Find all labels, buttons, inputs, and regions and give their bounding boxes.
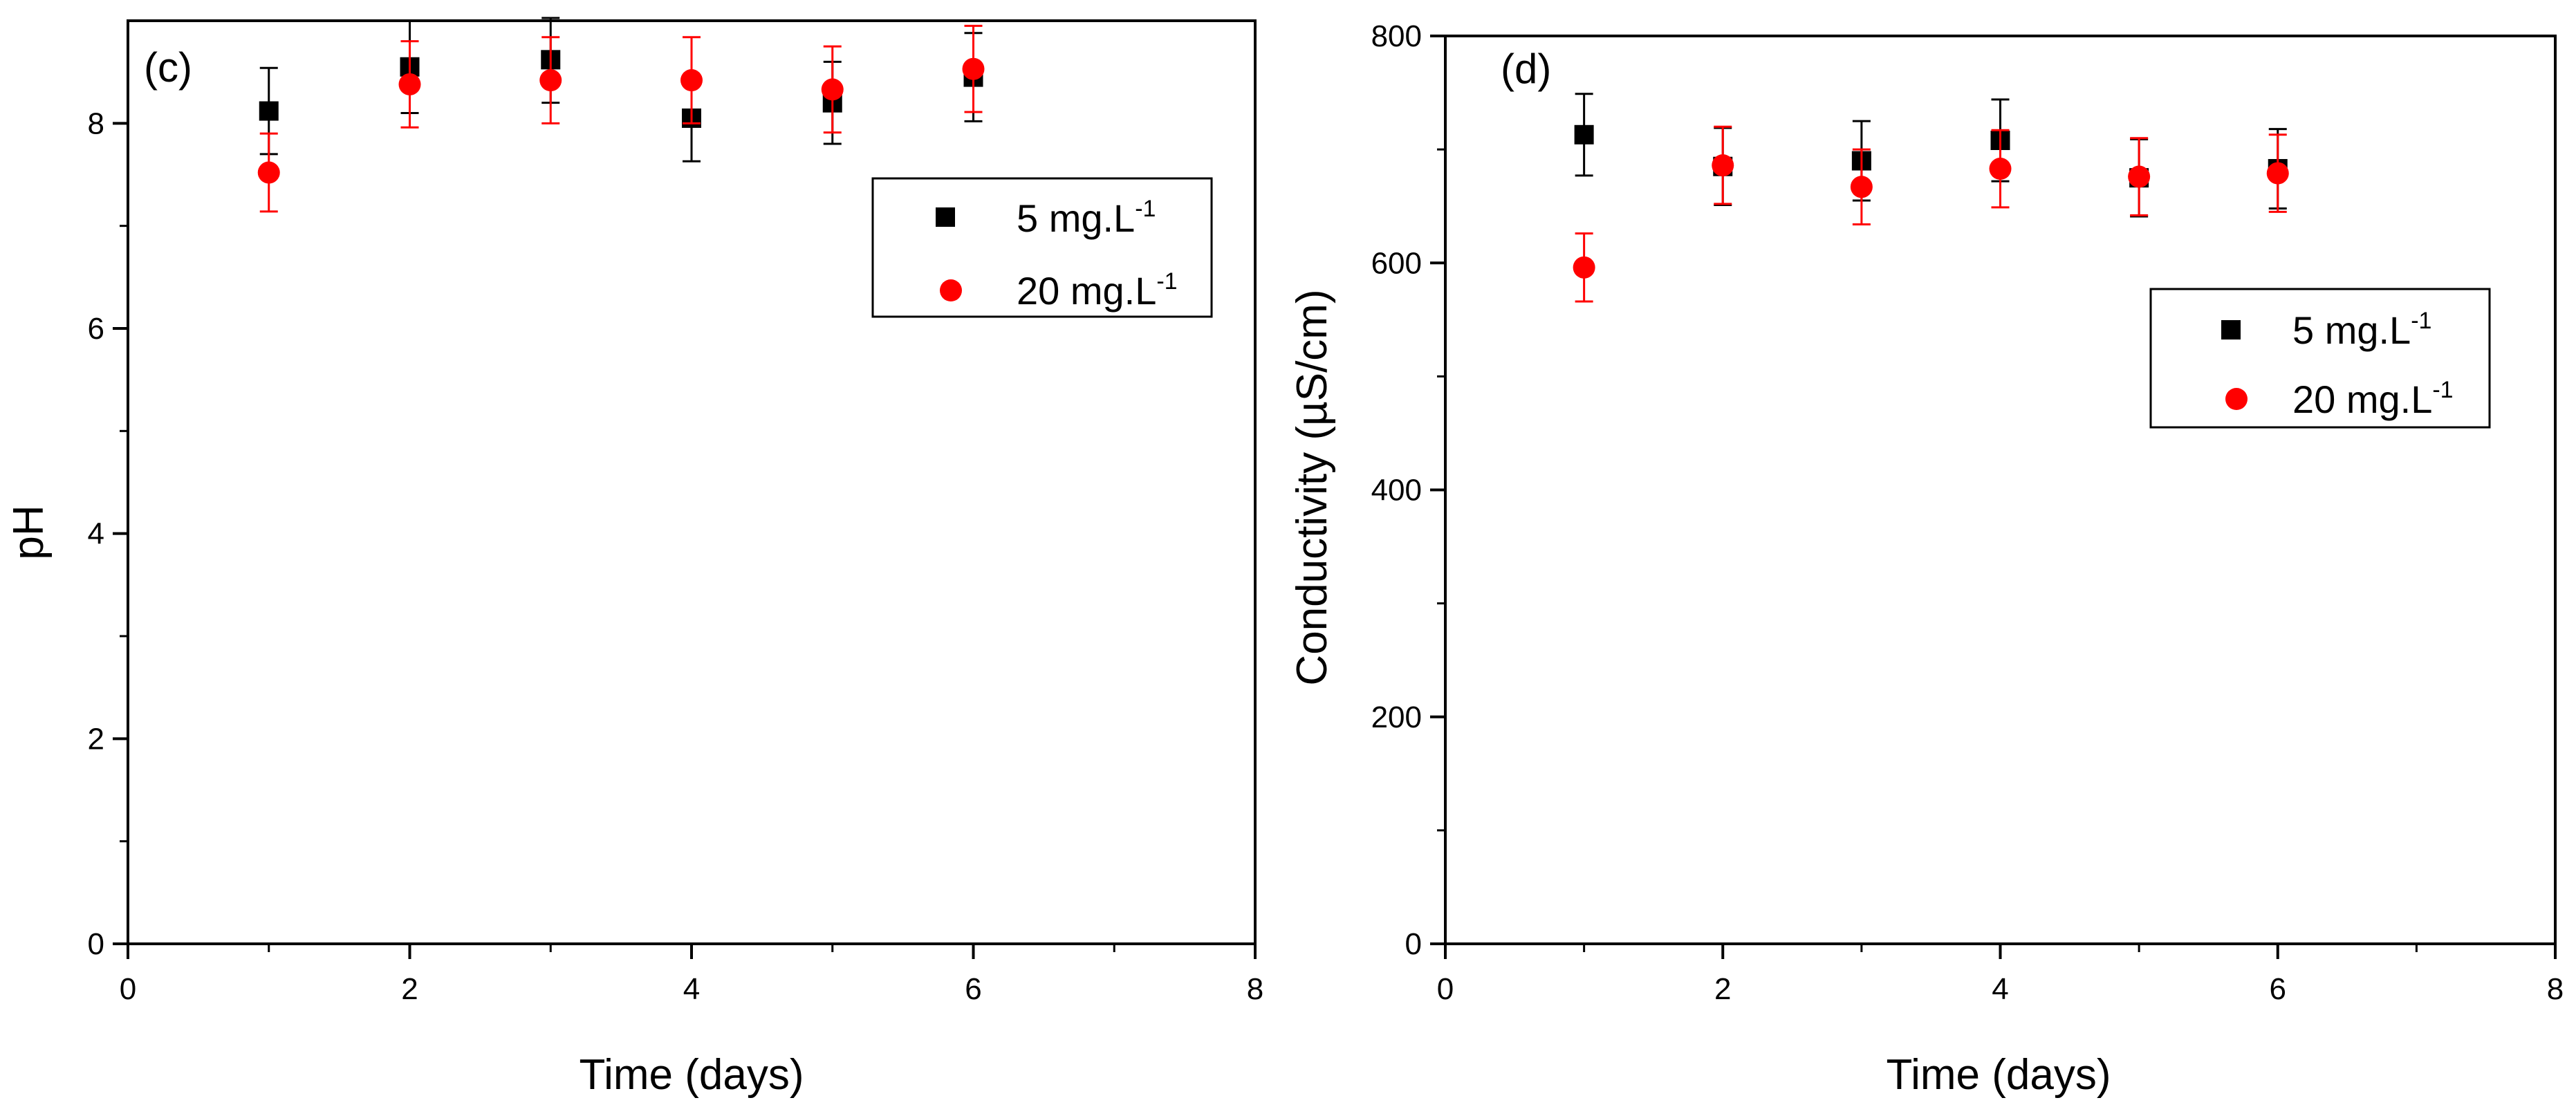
legend-marker-circle: [2225, 388, 2248, 410]
panel-ph: (c) Time (days) pH 0 2 4 6 8 0 2 4 6 8 5 mg.L-1 2…: [5, 17, 1264, 1099]
marker-circle: [1712, 154, 1734, 177]
y-tick-label: 0: [88, 927, 104, 961]
marker-circle: [2266, 162, 2289, 185]
data-point: [821, 45, 844, 134]
x-tick-label: 8: [1247, 972, 1263, 1006]
data-point: [398, 40, 421, 129]
legend-marker-square: [936, 207, 955, 227]
marker-circle: [1850, 176, 1873, 198]
marker-square: [259, 101, 279, 121]
y-tick-label: 800: [1371, 19, 1422, 53]
data-point: [539, 36, 562, 124]
marker-circle: [821, 78, 844, 101]
marker-circle: [680, 69, 703, 92]
marker-square: [1574, 124, 1594, 145]
y-axis-title: Conductivity (µS/cm): [1288, 289, 1336, 685]
y-tick-label: 8: [88, 106, 104, 140]
panel-conductivity: (d) Time (days) Conductivity (µS/cm) 0 2 4…: [1288, 19, 2564, 1099]
data-marks: [1573, 93, 2289, 303]
y-tick-label: 600: [1371, 246, 1422, 280]
legend: 5 mg.L-1 20 mg.L-1: [871, 177, 1213, 318]
marker-circle: [1989, 158, 2012, 180]
data-point: [2266, 133, 2289, 213]
data-point: [1574, 93, 1594, 177]
y-tick-label: 4: [88, 517, 104, 551]
marker-circle: [1573, 256, 1595, 279]
marker-circle: [2128, 165, 2151, 188]
legend-marker-square: [2221, 320, 2241, 340]
y-tick-label: 0: [1405, 927, 1422, 961]
x-tick-label: 0: [1437, 972, 1454, 1006]
marker-circle: [398, 73, 421, 95]
data-point: [1989, 129, 2012, 209]
data-point: [1573, 232, 1595, 303]
y-tick-label: 400: [1371, 474, 1422, 508]
x-tick-label: 4: [1992, 972, 2008, 1006]
legend-marker-circle: [940, 279, 962, 301]
legend-box: [2149, 288, 2491, 429]
x-axis-title: Time (days): [1887, 1051, 2111, 1099]
y-tick-label: 2: [88, 722, 104, 756]
legend-box: [871, 177, 1213, 318]
x-tick-label: 0: [120, 972, 136, 1006]
legend-label-20mg: 20 mg.L-1: [2292, 377, 2454, 421]
axis-ticks: 0 2 4 6 8 0 200 400 600 800: [1371, 19, 2564, 1006]
data-point: [1712, 125, 1734, 205]
x-axis-title: Time (days): [580, 1051, 804, 1099]
panel-label: (d): [1501, 46, 1551, 92]
data-point: [2128, 137, 2151, 216]
y-tick-label: 6: [88, 312, 104, 346]
legend-label-20mg: 20 mg.L-1: [1017, 268, 1178, 313]
data-point: [962, 24, 985, 113]
marker-circle: [962, 57, 985, 80]
data-point: [680, 36, 703, 124]
data-marks: [257, 17, 985, 213]
marker-circle: [257, 161, 280, 184]
legend-label-5mg: 5 mg.L-1: [1017, 196, 1156, 240]
y-tick-label: 200: [1371, 700, 1422, 734]
marker-circle: [539, 69, 562, 92]
x-tick-label: 2: [1714, 972, 1731, 1006]
data-point: [1850, 148, 1873, 225]
data-point: [257, 132, 280, 213]
x-tick-label: 6: [965, 972, 981, 1006]
x-tick-label: 8: [2547, 972, 2564, 1006]
panel-label: (c): [144, 44, 192, 91]
x-tick-label: 4: [683, 972, 700, 1006]
axis-ticks: 0 2 4 6 8 0 2 4 6 8: [88, 106, 1264, 1006]
data-point: [259, 66, 279, 156]
legend: 5 mg.L-1 20 mg.L-1: [2149, 288, 2491, 429]
x-tick-label: 2: [401, 972, 418, 1006]
y-axis-title: pH: [5, 505, 53, 559]
x-tick-label: 6: [2270, 972, 2286, 1006]
legend-label-5mg: 5 mg.L-1: [2292, 308, 2431, 352]
